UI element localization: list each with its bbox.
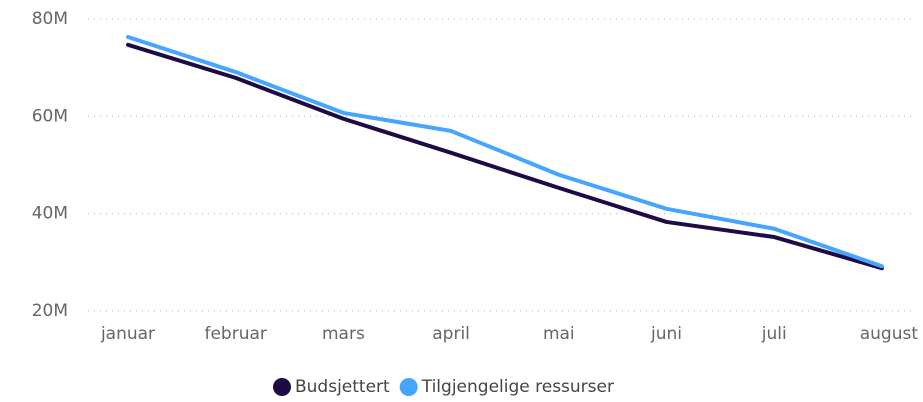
legend-label: Tilgjengelige ressurser — [421, 377, 614, 397]
x-tick-label: mai — [543, 324, 575, 344]
y-tick-label: 60M — [32, 106, 68, 126]
legend-label: Budsjettert — [295, 377, 390, 397]
x-tick-label: juni — [650, 324, 682, 344]
x-tick-label: april — [432, 324, 470, 344]
x-tick-label: juli — [761, 324, 787, 344]
x-tick-label: mars — [322, 324, 365, 344]
y-tick-label: 80M — [32, 9, 68, 29]
x-tick-label: august — [860, 324, 919, 344]
series-line — [126, 42, 884, 271]
x-tick-label: januar — [100, 324, 155, 344]
y-tick-label: 20M — [32, 301, 68, 321]
y-tick-label: 40M — [32, 204, 68, 224]
legend-marker — [273, 378, 291, 396]
series-line — [126, 35, 884, 269]
legend-marker — [399, 378, 418, 396]
x-tick-label: februar — [204, 324, 266, 344]
